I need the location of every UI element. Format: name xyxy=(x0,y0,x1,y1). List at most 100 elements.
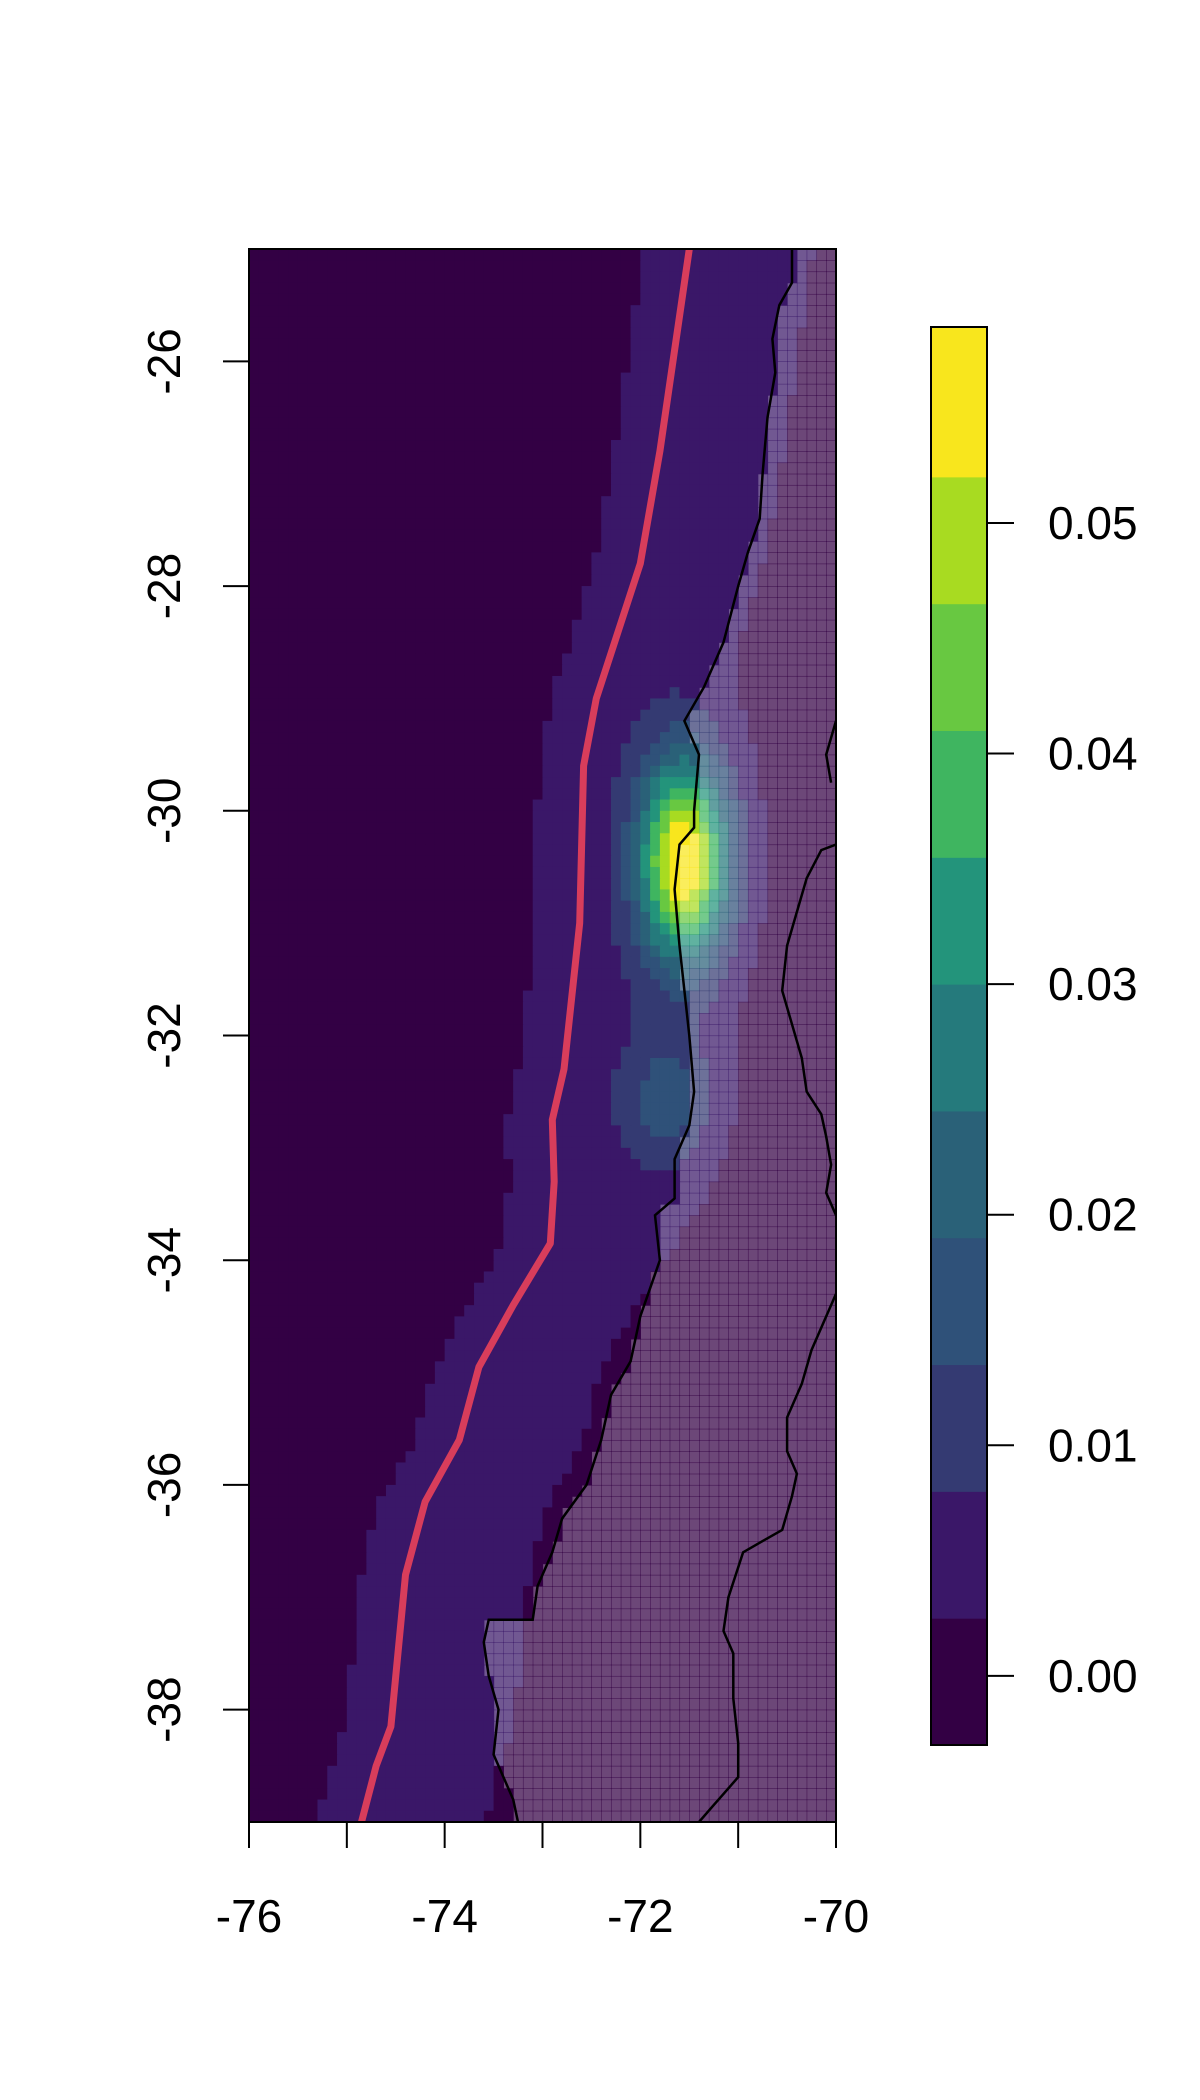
heat-cell xyxy=(708,372,720,385)
heat-cell xyxy=(708,631,720,643)
heat-cell xyxy=(522,844,534,857)
heat-cell xyxy=(610,1035,622,1048)
heat-cell xyxy=(346,675,358,688)
heat-cell xyxy=(601,777,612,789)
heat-cell xyxy=(659,664,671,677)
heat-cell xyxy=(522,428,534,441)
heat-cell xyxy=(650,698,661,711)
heat-cell xyxy=(659,878,671,891)
heat-cell xyxy=(258,518,270,531)
heat-cell xyxy=(601,529,612,542)
heat-cell xyxy=(562,428,573,441)
heat-cell xyxy=(522,642,534,655)
heat-cell xyxy=(699,372,710,385)
heat-cell xyxy=(581,923,593,935)
heat-cell xyxy=(562,350,573,362)
heat-cell xyxy=(562,810,573,823)
heat-cell xyxy=(816,642,827,655)
heat-cell xyxy=(395,361,407,374)
heat-cell xyxy=(366,1159,377,1171)
heat-cell xyxy=(650,844,661,857)
heat-cell xyxy=(601,597,612,610)
heat-cell xyxy=(376,406,387,419)
heat-cell xyxy=(268,619,279,632)
heat-cell xyxy=(297,1091,309,1104)
heat-cell xyxy=(493,1170,504,1183)
heat-cell xyxy=(503,395,514,407)
heat-cell xyxy=(405,1069,416,1082)
heat-cell xyxy=(522,496,534,509)
heat-cell xyxy=(650,956,661,969)
heat-cell xyxy=(356,316,367,329)
heat-cell xyxy=(385,338,397,351)
heat-cell xyxy=(767,428,778,441)
heat-cell xyxy=(708,428,720,441)
heat-cell xyxy=(777,563,788,576)
heat-cell xyxy=(346,1080,358,1093)
heat-cell xyxy=(268,440,279,452)
heat-cell xyxy=(826,1001,836,1014)
heat-cell xyxy=(796,754,808,767)
heat-cell xyxy=(708,608,720,621)
heat-cell xyxy=(679,327,690,340)
heat-cell xyxy=(425,799,436,812)
heat-cell xyxy=(434,608,446,621)
heat-cell xyxy=(806,619,818,632)
heat-cell xyxy=(493,720,504,733)
heat-cell xyxy=(483,979,495,992)
heat-cell xyxy=(747,586,759,598)
heat-cell xyxy=(317,631,328,643)
heat-cell xyxy=(434,1057,446,1070)
heat-cell xyxy=(346,327,358,340)
heat-cell xyxy=(317,653,328,666)
heat-cell xyxy=(532,844,544,857)
heat-cell xyxy=(659,484,671,497)
heat-cell xyxy=(503,249,514,261)
heat-cell xyxy=(503,608,514,621)
heat-cell xyxy=(571,1057,583,1070)
heat-cell xyxy=(405,484,416,497)
heat-cell xyxy=(806,934,818,947)
heat-cell xyxy=(513,934,524,947)
heat-cell xyxy=(718,395,729,407)
heat-cell xyxy=(522,529,534,542)
heat-cell xyxy=(503,653,514,666)
heat-cell xyxy=(679,653,690,666)
heat-cell xyxy=(268,563,279,576)
heat-cell xyxy=(356,563,367,576)
heat-cell xyxy=(278,788,289,801)
heat-cell xyxy=(816,608,827,621)
heat-cell xyxy=(522,1091,534,1104)
heat-cell xyxy=(317,1170,328,1183)
heat-cell xyxy=(640,653,651,666)
heat-cell xyxy=(806,709,818,722)
heat-cell xyxy=(552,282,563,295)
heat-cell xyxy=(708,597,720,610)
heat-cell xyxy=(513,1136,524,1149)
heat-cell xyxy=(278,574,289,587)
heat-cell xyxy=(640,631,651,643)
heat-cell xyxy=(796,293,808,306)
heat-cell xyxy=(689,563,700,576)
heat-cell xyxy=(767,1069,778,1082)
heat-cell xyxy=(738,1080,749,1093)
heat-cell xyxy=(346,1013,358,1025)
heat-cell xyxy=(620,451,632,464)
heat-cell xyxy=(757,586,769,598)
heat-cell xyxy=(650,541,661,553)
heat-cell xyxy=(415,956,426,969)
heat-cell xyxy=(366,844,377,857)
heat-cell xyxy=(620,473,632,486)
heat-cell xyxy=(610,698,622,711)
heat-cell xyxy=(415,417,426,430)
heat-cell xyxy=(591,440,602,452)
heat-cell xyxy=(542,619,553,632)
heat-cell xyxy=(738,889,749,902)
heat-cell xyxy=(689,451,700,464)
heat-cell xyxy=(630,1114,641,1126)
heat-cell xyxy=(699,586,710,598)
heat-cell xyxy=(640,383,651,396)
heat-cell xyxy=(796,249,808,261)
heat-cell xyxy=(434,417,446,430)
heat-cell xyxy=(425,777,436,789)
